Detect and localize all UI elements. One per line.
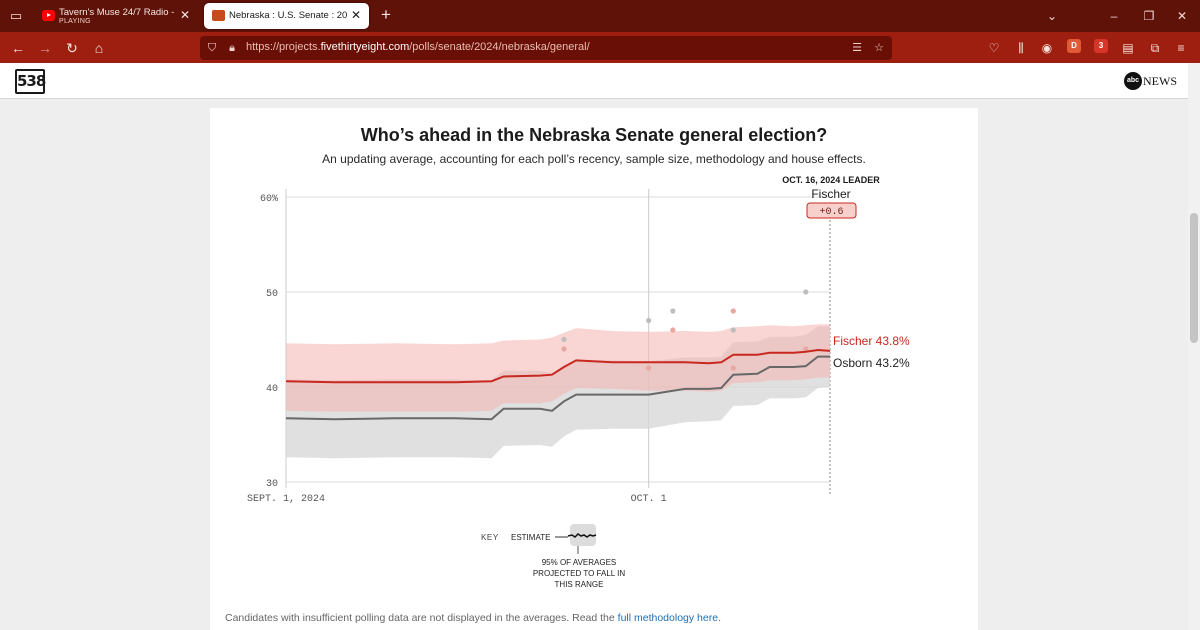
key-range-line-3: THIS RANGE bbox=[555, 580, 604, 589]
tab-list-icon[interactable]: ▭ bbox=[9, 8, 23, 23]
tab-title: Nebraska : U.S. Senate : 2024 Po bbox=[229, 10, 347, 21]
shield-icon[interactable]: ⛉ bbox=[207, 42, 217, 54]
home-icon[interactable]: ⌂ bbox=[94, 40, 104, 56]
methodology-footnote: Candidates with insufficient polling dat… bbox=[225, 612, 721, 624]
538-logo[interactable]: 538 bbox=[15, 69, 46, 94]
y-tick-label: 60% bbox=[260, 194, 278, 205]
leader-date-label: OCT. 16, 2024 LEADER bbox=[782, 175, 880, 185]
url-text[interactable]: https://projects.fivethirtyeight.com/pol… bbox=[246, 41, 590, 53]
tab-taverns-muse[interactable]: Tavern's Muse 24/7 Radio - Celt PLAYING … bbox=[34, 3, 198, 29]
x-tick-label: OCT. 1 bbox=[631, 494, 667, 505]
bookmark-star-icon[interactable]: ☆ bbox=[874, 42, 884, 54]
leader-margin-badge bbox=[806, 202, 857, 219]
poll-dot-fischer[interactable] bbox=[561, 346, 567, 352]
chart-axes: 30 40 50 60% SEPT. 1, 2024 OCT. 1 bbox=[247, 194, 667, 505]
line-fischer[interactable] bbox=[285, 348, 831, 384]
538-favicon-icon bbox=[212, 10, 225, 21]
container-icon[interactable]: ▤ bbox=[1122, 41, 1134, 55]
back-icon[interactable]: ← bbox=[11, 40, 25, 56]
poll-dot-osborn[interactable] bbox=[730, 327, 736, 333]
chart-subtitle: An updating average, accounting for each… bbox=[322, 152, 866, 166]
browser-tab-bar: ▭ Tavern's Muse 24/7 Radio - Celt PLAYIN… bbox=[0, 0, 1200, 32]
abc-news-wordmark[interactable]: NEWS bbox=[1143, 74, 1177, 88]
site-header: 538 abc NEWS bbox=[0, 63, 1188, 99]
restore-icon[interactable]: ❐ bbox=[1143, 9, 1155, 23]
poll-dot-fischer[interactable] bbox=[730, 308, 736, 314]
browser-nav-bar: ← → ↻ ⌂ ⛉ 🔒︎ https://projects.fivethirty… bbox=[0, 32, 1200, 63]
average-lines bbox=[285, 348, 831, 421]
scrollbar-thumb[interactable] bbox=[1190, 213, 1198, 343]
youtube-icon bbox=[42, 10, 55, 21]
y-tick-label: 40 bbox=[266, 384, 278, 395]
line-osborn[interactable] bbox=[285, 355, 830, 421]
key-range-line-1: 95% OF AVERAGES bbox=[542, 558, 617, 567]
key-estimate-label: ESTIMATE bbox=[511, 533, 550, 542]
uncertainty-bands bbox=[286, 324, 830, 459]
extensions-icon[interactable]: ⧉ bbox=[1150, 41, 1160, 55]
series-end-label-osborn: Osborn 43.2% bbox=[833, 356, 910, 370]
poll-dot-fischer[interactable] bbox=[730, 365, 736, 371]
chart-card: Who’s ahead in the Nebraska Senate gener… bbox=[210, 108, 978, 630]
key-estimate-line bbox=[567, 533, 597, 538]
chevron-down-icon[interactable]: ⌄ bbox=[1046, 9, 1058, 23]
account-icon[interactable]: ◉ bbox=[1041, 41, 1053, 55]
key-label: KEY bbox=[481, 533, 499, 542]
abc-logo-icon[interactable]: abc bbox=[1124, 72, 1142, 90]
poll-dots bbox=[561, 289, 809, 371]
tab-nebraska-senate[interactable]: Nebraska : U.S. Senate : 2024 Po ✕ bbox=[204, 3, 369, 29]
poll-dot-osborn[interactable] bbox=[803, 289, 809, 295]
tab-title: Tavern's Muse 24/7 Radio - Celt bbox=[59, 7, 177, 18]
poll-dot-osborn[interactable] bbox=[670, 308, 676, 314]
leader-margin-value: +0.6 bbox=[819, 207, 843, 218]
forward-icon[interactable]: → bbox=[38, 40, 52, 56]
chart-title: Who’s ahead in the Nebraska Senate gener… bbox=[360, 125, 828, 145]
poll-dot-fischer[interactable] bbox=[646, 365, 652, 371]
poll-dot-osborn[interactable] bbox=[561, 336, 567, 343]
menu-icon[interactable]: ≡ bbox=[1177, 41, 1185, 55]
extension-badge-icon[interactable]: 3 bbox=[1094, 39, 1108, 53]
poll-dot-fischer[interactable] bbox=[803, 346, 809, 352]
close-tab-icon[interactable]: ✕ bbox=[179, 8, 191, 22]
close-window-icon[interactable]: ✕ bbox=[1176, 9, 1188, 23]
series-end-label-fischer: Fischer 43.8% bbox=[833, 334, 910, 348]
leader-name: Fischer bbox=[811, 187, 850, 201]
library-icon[interactable]: ⫼ bbox=[1018, 41, 1024, 55]
page-scrollbar[interactable] bbox=[1188, 63, 1200, 630]
pocket-icon[interactable]: ♡ bbox=[988, 41, 1000, 55]
poll-dot-osborn[interactable] bbox=[646, 317, 652, 324]
tab-playing-label: PLAYING bbox=[59, 18, 91, 25]
reader-view-icon[interactable]: ☰ bbox=[852, 42, 862, 54]
minimize-icon[interactable]: – bbox=[1110, 9, 1118, 23]
extension-d-icon[interactable]: D bbox=[1067, 39, 1081, 53]
polling-average-chart[interactable]: 30 40 50 60% SEPT. 1, 2024 OCT. 1 OCT. 16, 20… bbox=[210, 108, 978, 603]
address-bar[interactable]: ⛉ 🔒︎ https://projects.fivethirtyeight.co… bbox=[200, 36, 892, 60]
poll-dot-fischer[interactable] bbox=[670, 327, 676, 333]
close-tab-icon[interactable]: ✕ bbox=[350, 8, 362, 22]
reload-icon[interactable]: ↻ bbox=[66, 40, 78, 56]
lock-icon[interactable]: 🔒︎ bbox=[229, 42, 235, 54]
y-tick-label: 30 bbox=[266, 479, 278, 490]
methodology-link[interactable]: full methodology here bbox=[617, 612, 719, 624]
y-tick-label: 50 bbox=[266, 289, 278, 300]
x-tick-label: SEPT. 1, 2024 bbox=[247, 494, 325, 505]
key-range-line-2: PROJECTED TO FALL IN bbox=[533, 569, 626, 578]
new-tab-icon[interactable]: + bbox=[381, 5, 391, 24]
